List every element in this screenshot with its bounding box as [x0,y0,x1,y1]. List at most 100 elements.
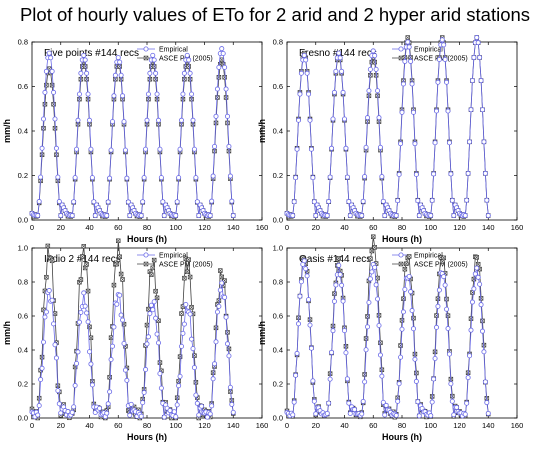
data-point-empirical [479,328,485,334]
data-point-empirical [187,311,193,317]
data-point-empirical [41,116,47,122]
data-point-empirical [154,91,160,97]
data-point-empirical [105,401,111,407]
y-tick-label: 0.6 [273,312,283,321]
data-point-empirical [46,50,52,56]
data-point-asce [114,261,120,267]
data-point-empirical [107,389,113,395]
y-tick-label: 0.0 [18,414,28,423]
data-point-empirical [465,375,471,381]
data-point-empirical [293,175,299,181]
data-point-empirical [395,398,401,404]
data-point-empirical [400,81,406,87]
x-tick-label: 100 [169,421,182,430]
data-point-empirical [291,399,297,405]
data-point-empirical [112,72,118,78]
data-point-asce [120,277,125,282]
data-point-asce [82,265,88,271]
data-point-empirical [36,403,42,409]
data-point-asce [225,330,230,335]
data-point-asce [147,76,153,82]
data-point-asce [192,353,197,358]
y-tick-label: 0.4 [18,127,28,136]
data-point-empirical [181,321,187,327]
data-point-empirical [115,55,121,61]
legend-label-empirical: Empirical [159,253,188,260]
data-point-empirical [49,68,55,74]
data-point-empirical [363,144,369,150]
data-point-empirical [104,410,110,416]
x-tick-label: 120 [453,223,466,232]
data-point-asce [363,336,369,341]
data-point-empirical [186,57,192,63]
series-empirical [284,35,491,219]
data-point-empirical [222,64,228,70]
y-tick-label: 0.8 [273,38,283,47]
data-point-empirical [442,282,448,288]
data-point-empirical [121,119,127,125]
x-tick-label: 0 [285,223,289,232]
data-point-empirical [48,55,54,61]
data-point-empirical [360,198,366,204]
legend-marker-asce [143,261,149,267]
data-point-empirical [117,59,123,65]
data-point-empirical [310,175,316,181]
data-point-asce [179,311,184,316]
x-tick-label: 20 [312,223,320,232]
y-tick-label: 0.4 [273,127,283,136]
data-point-empirical [124,175,130,181]
data-point-empirical [380,198,386,204]
data-point-asce [219,274,225,280]
data-point-empirical [184,52,190,58]
data-point-empirical [82,303,88,309]
data-point-asce [45,243,51,249]
data-point-empirical [359,213,365,219]
data-point-empirical [376,322,382,328]
data-point-empirical [481,139,487,145]
data-point-empirical [471,54,477,60]
data-point-empirical [104,213,110,219]
data-point-empirical [213,113,219,119]
data-point-empirical [227,173,233,179]
data-point-empirical [209,403,215,409]
data-point-empirical [429,197,435,203]
data-point-empirical [36,199,42,205]
legend: Empirical ASCE PM (2005) [392,252,468,269]
data-point-empirical [367,66,373,72]
legend-marker-empirical [143,46,149,52]
data-point-empirical [69,409,75,415]
data-point-empirical [43,68,49,74]
data-point-empirical [226,143,232,149]
legend-label-asce: ASCE PM (2005) [159,262,213,269]
data-point-empirical [363,347,369,353]
x-tick-label: 80 [398,223,406,232]
data-point-asce [411,315,416,321]
data-point-empirical [336,50,342,56]
data-point-empirical [369,269,375,275]
data-point-empirical [294,146,300,152]
data-point-empirical [118,72,124,78]
data-point-asce [51,101,56,107]
data-point-asce [154,295,160,301]
x-tick-label: 140 [227,421,240,430]
data-point-empirical [187,70,193,76]
data-point-empirical [347,411,353,417]
data-point-empirical [396,381,402,387]
data-point-empirical [167,408,173,414]
data-point-empirical [406,44,412,50]
data-point-empirical [451,412,457,418]
data-point-empirical [413,378,419,384]
data-point-empirical [477,54,483,60]
data-point-empirical [41,339,47,345]
data-point-empirical [373,282,379,288]
data-point-empirical [400,309,406,315]
series-empirical [29,280,236,420]
data-point-empirical [408,289,414,295]
data-point-asce [216,74,222,80]
data-point-empirical [432,140,438,146]
data-point-empirical [51,89,57,95]
data-point-empirical [196,412,202,418]
data-point-empirical [212,361,218,367]
x-tick-label: 120 [198,223,211,232]
data-point-empirical [294,350,300,356]
